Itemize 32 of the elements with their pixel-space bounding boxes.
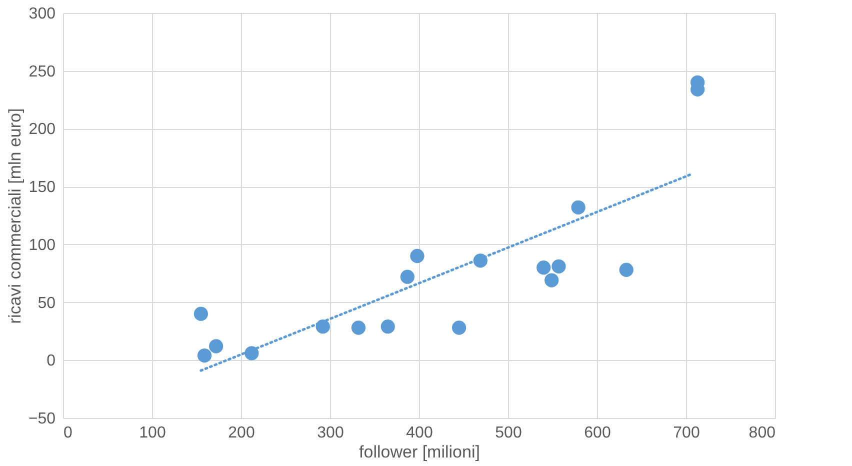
point [400, 270, 414, 284]
y-axis-title: ricavi commerciali [mln euro] [5, 108, 24, 324]
x-axis-title: follower [milioni] [359, 442, 480, 462]
y-tick-label: 200 [28, 121, 56, 138]
point [380, 320, 395, 334]
point [452, 320, 466, 335]
point [194, 306, 208, 321]
point [536, 260, 551, 275]
y-tick-label: −50 [28, 410, 56, 428]
point [552, 259, 566, 274]
x-tick-label: 600 [584, 424, 611, 442]
point [410, 248, 424, 264]
y-tick-label: 0 [46, 352, 56, 370]
point [619, 262, 634, 277]
point [544, 273, 559, 288]
y-tick-label: 100 [28, 236, 56, 254]
point [197, 348, 212, 363]
point [351, 320, 366, 335]
x-tick-label: 200 [228, 424, 255, 442]
x-tick-label: 700 [673, 424, 700, 442]
x-tick-label: 500 [495, 424, 522, 442]
x-tick-label: 800 [748, 424, 776, 442]
x-tick-label: 300 [317, 424, 344, 442]
y-tick-label: 150 [28, 179, 56, 196]
point [209, 339, 224, 354]
y-tick-label: 250 [28, 63, 56, 80]
y-tick-label: 50 [38, 294, 56, 312]
x-tick-label: 400 [406, 424, 433, 442]
y-tick-label: 300 [28, 6, 56, 22]
x-tick-label: 0 [64, 424, 72, 442]
point [571, 200, 586, 214]
x-tick-label: 100 [139, 424, 166, 442]
